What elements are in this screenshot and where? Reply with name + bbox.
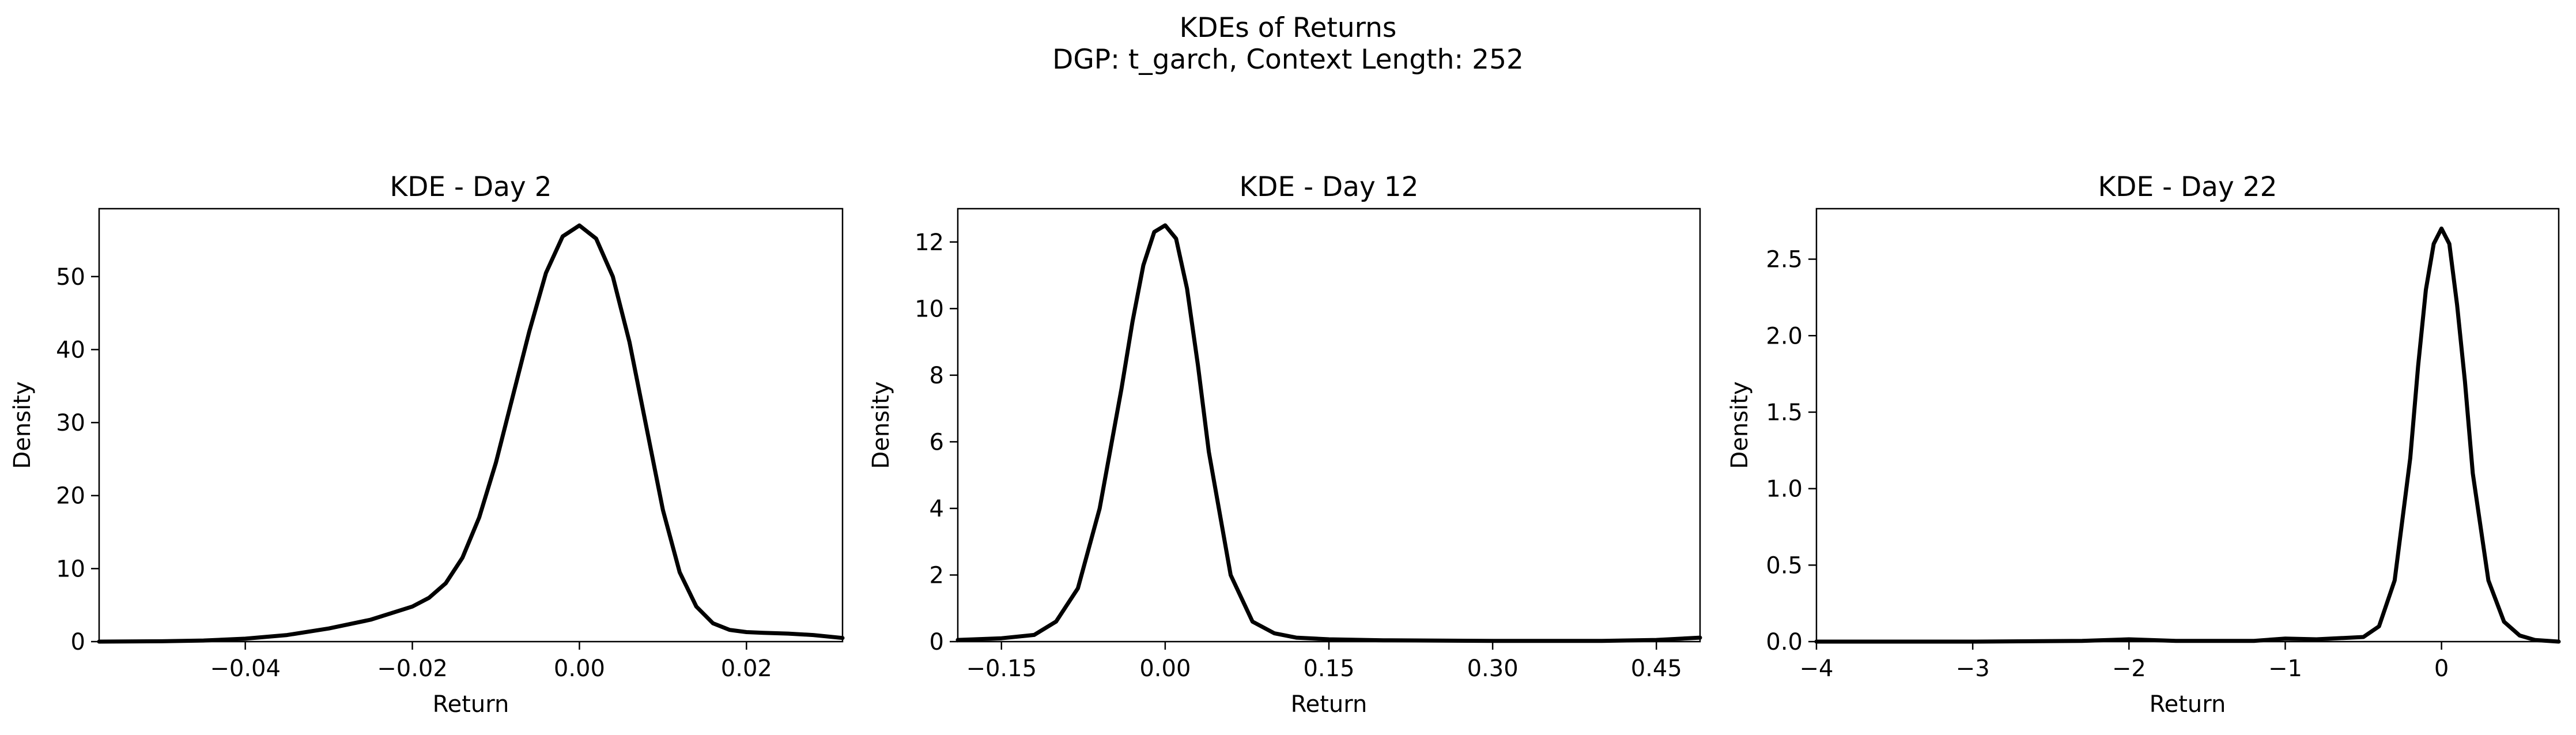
x-axis-label: Return	[433, 691, 509, 718]
y-tick-label: 40	[56, 337, 85, 363]
chart-panel-2: −0.15 0.00 0.15 0.30 0.45 0 2 4 6 8 10 12 KDE - Day …	[868, 171, 1702, 718]
x-tick-label: 0.15	[1303, 655, 1354, 682]
x-tick-label: 0	[2434, 655, 2449, 682]
y-tick-label: 2.0	[1766, 323, 1803, 349]
x-tick-label: −1	[2268, 655, 2302, 682]
x-tick-label: −0.02	[377, 655, 448, 682]
chart-panel-3: −4 −3 −2 −1 0 0.0 0.5 1.0 1.5 2.0 2.5 KDE - Day 22 R…	[1727, 171, 2561, 718]
y-tick-label: 10	[56, 556, 85, 582]
panel-title: KDE - Day 2	[390, 171, 552, 203]
figure-title: KDEs of Returns	[1179, 12, 1397, 44]
y-tick-label: 30	[56, 410, 85, 436]
y-tick-label: 20	[56, 483, 85, 510]
y-tick-label: 2	[930, 562, 944, 589]
y-tick-label: 0.0	[1766, 629, 1803, 655]
y-tick-label: 10	[915, 296, 944, 322]
axes-frame	[1815, 208, 2560, 643]
y-tick-label: 8	[930, 363, 944, 389]
x-axis-label: Return	[1291, 691, 1368, 718]
x-axis-label: Return	[2150, 691, 2226, 718]
axes-frame	[957, 208, 1701, 643]
x-tick-label: 0.00	[1139, 655, 1191, 682]
y-tick-label: 4	[930, 496, 944, 522]
kde-curve	[97, 223, 845, 644]
panel-title: KDE - Day 12	[1239, 171, 1418, 203]
x-tick-label: −3	[1956, 655, 1990, 682]
kde-curve	[955, 223, 1702, 643]
axes-frame	[98, 208, 844, 643]
x-tick-label: 0.45	[1631, 655, 1682, 682]
chart-panel-1: −0.04 −0.02 0.00 0.02 0 10 20 30 40 50 KDE - Day 2…	[9, 171, 845, 718]
panel-title: KDE - Day 22	[2098, 171, 2277, 203]
y-axis-label: Density	[9, 381, 36, 469]
x-tick-label: 0.30	[1467, 655, 1519, 682]
y-axis-label: Density	[1727, 381, 1753, 469]
y-tick-label: 0	[71, 629, 85, 655]
x-tick-label: −2	[2112, 655, 2146, 682]
y-axis-label: Density	[868, 381, 894, 469]
x-tick-label: 0.02	[721, 655, 772, 682]
x-tick-label: −0.04	[210, 655, 281, 682]
y-tick-label: 12	[915, 229, 944, 256]
y-tick-label: 0.5	[1766, 552, 1803, 579]
y-tick-label: 6	[930, 429, 944, 455]
y-tick-label: 1.0	[1766, 476, 1803, 503]
y-tick-label: 0	[930, 629, 944, 655]
y-tick-label: 2.5	[1766, 247, 1803, 273]
y-tick-label: 50	[56, 264, 85, 291]
y-tick-label: 1.5	[1766, 399, 1803, 426]
figure-subtitle: DGP: t_garch, Context Length: 252	[1052, 44, 1524, 76]
x-tick-label: −0.15	[966, 655, 1037, 682]
x-tick-label: −4	[1800, 655, 1834, 682]
x-tick-label: 0.00	[554, 655, 605, 682]
kde-curve	[1814, 227, 2561, 644]
